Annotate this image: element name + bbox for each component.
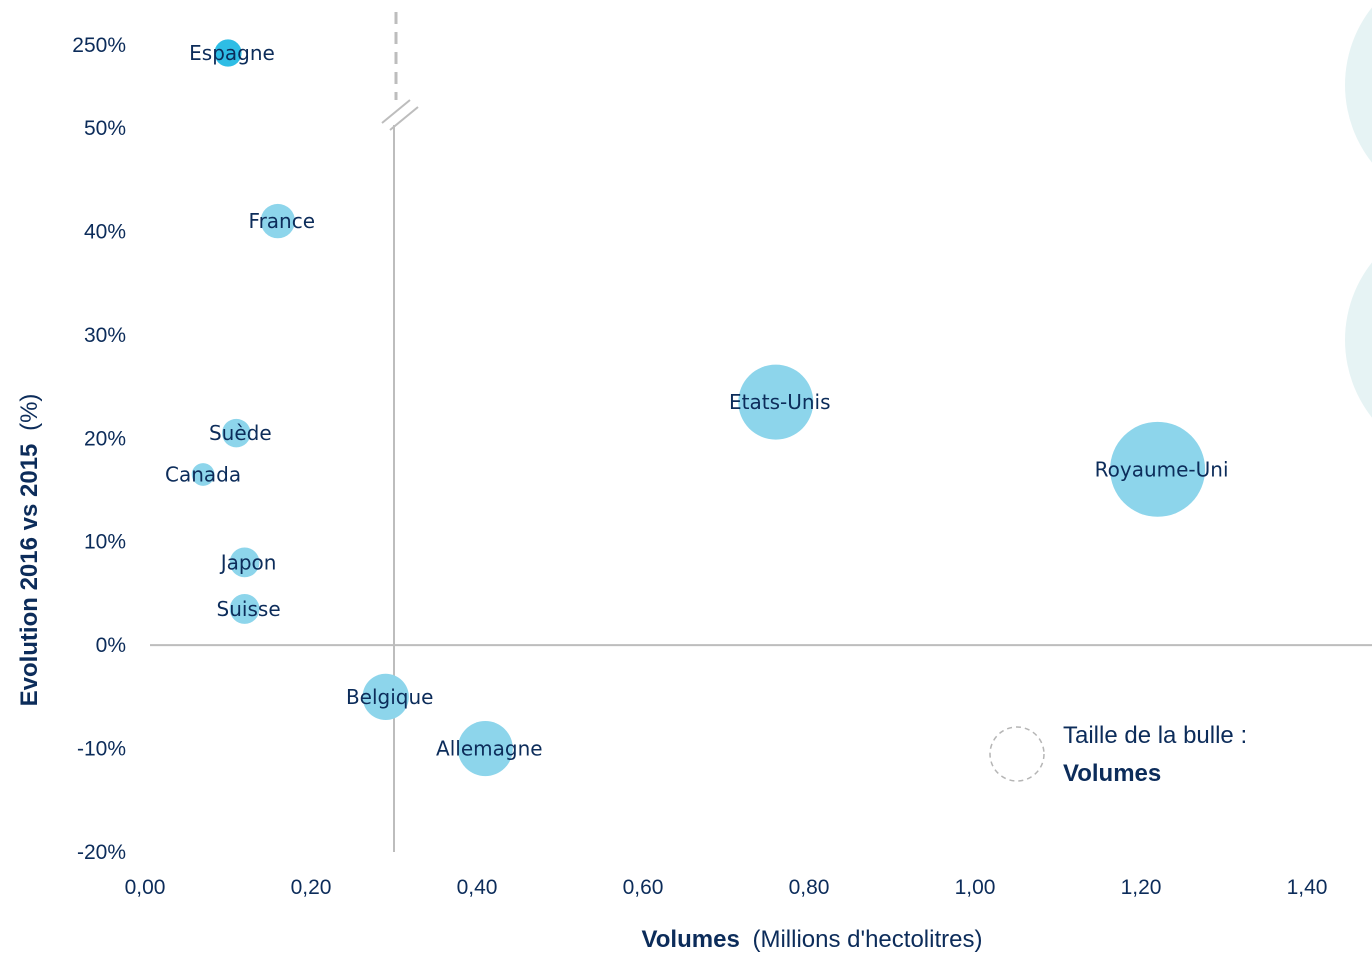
x-tick-label: 0,00: [125, 876, 166, 899]
bubble-label: Etats-Unis: [729, 390, 831, 414]
x-tick-label: 0,20: [291, 876, 332, 899]
y-tick-label: -10%: [77, 738, 126, 761]
bubble: [457, 721, 513, 777]
x-tick-label: 1,20: [1121, 876, 1162, 899]
x-axis-title: Volumes (Millions d'hectolitres): [642, 926, 983, 953]
bubble-label: Suède: [209, 421, 272, 445]
bubble: [1110, 421, 1206, 517]
bubble-label: France: [249, 209, 316, 233]
x-axis-title-main: Volumes: [642, 926, 740, 953]
bubble-label: Canada: [165, 462, 241, 486]
bubble-label: Japon: [219, 550, 277, 574]
bubble: [214, 39, 242, 67]
y-axis-title-main: Evolution 2016 vs 2015: [16, 444, 43, 707]
bubble: [191, 463, 215, 486]
legend: Taille de la bulle : Volumes: [989, 722, 1247, 787]
x-axis-title-suffix: (Millions d'hectolitres): [752, 926, 982, 953]
y-tick-label: 0%: [96, 634, 126, 657]
bubble-label: Royaume-Uni: [1095, 457, 1229, 481]
bubble: [229, 594, 260, 624]
x-tick-label: 1,40: [1287, 876, 1328, 899]
y-axis-title-suffix: (%): [16, 394, 43, 431]
x-tick-label: 0,80: [789, 876, 830, 899]
axes: [150, 12, 1372, 852]
axis-break-mark-2: [389, 106, 419, 131]
bubble-label: Espagne: [189, 41, 275, 65]
bubble-label: Belgique: [346, 685, 434, 709]
bubble-label: Suisse: [217, 597, 281, 621]
bubbles: [191, 39, 1206, 777]
x-tick-label: 0,40: [457, 876, 498, 899]
x-tick-labels: 0,00 0,20 0,40 0,60 0,80 1,00 1,20 1,40: [125, 876, 1328, 899]
y-tick-label: 20%: [84, 427, 126, 450]
y-tick-labels: -20% -10% 0% 10% 20% 30% 40% 50% 250%: [72, 34, 126, 864]
x-tick-label: 1,00: [955, 876, 996, 899]
y-tick-label-break: 250%: [72, 34, 126, 57]
legend-line-1: Taille de la bulle :: [1063, 722, 1247, 749]
legend-line-2: Volumes: [1063, 760, 1161, 787]
y-axis-title: Evolution 2016 vs 2015 (%): [16, 394, 43, 707]
y-tick-label: 40%: [84, 220, 126, 243]
bubble-label: Allemagne: [436, 737, 543, 761]
axis-break-mark-1: [381, 99, 411, 124]
y-tick-label: 30%: [84, 324, 126, 347]
bubble: [222, 418, 251, 448]
decorative-background-circles: [1345, 7, 1372, 418]
y-tick-label: -20%: [77, 841, 126, 864]
legend-bubble-icon: [989, 726, 1045, 782]
y-tick-label: 10%: [84, 531, 126, 554]
bubble-labels: Espagne France Suède Canada Japon Suisse Belgi…: [165, 41, 1229, 761]
y-tick-label: 50%: [84, 117, 126, 140]
bubble: [260, 203, 295, 239]
bubble: [738, 364, 814, 440]
decorative-circle-middle: [1345, 262, 1372, 418]
bubble: [362, 673, 409, 721]
decorative-circle-top: [1345, 7, 1372, 163]
bubble: [229, 547, 260, 578]
x-tick-label: 0,60: [623, 876, 664, 899]
